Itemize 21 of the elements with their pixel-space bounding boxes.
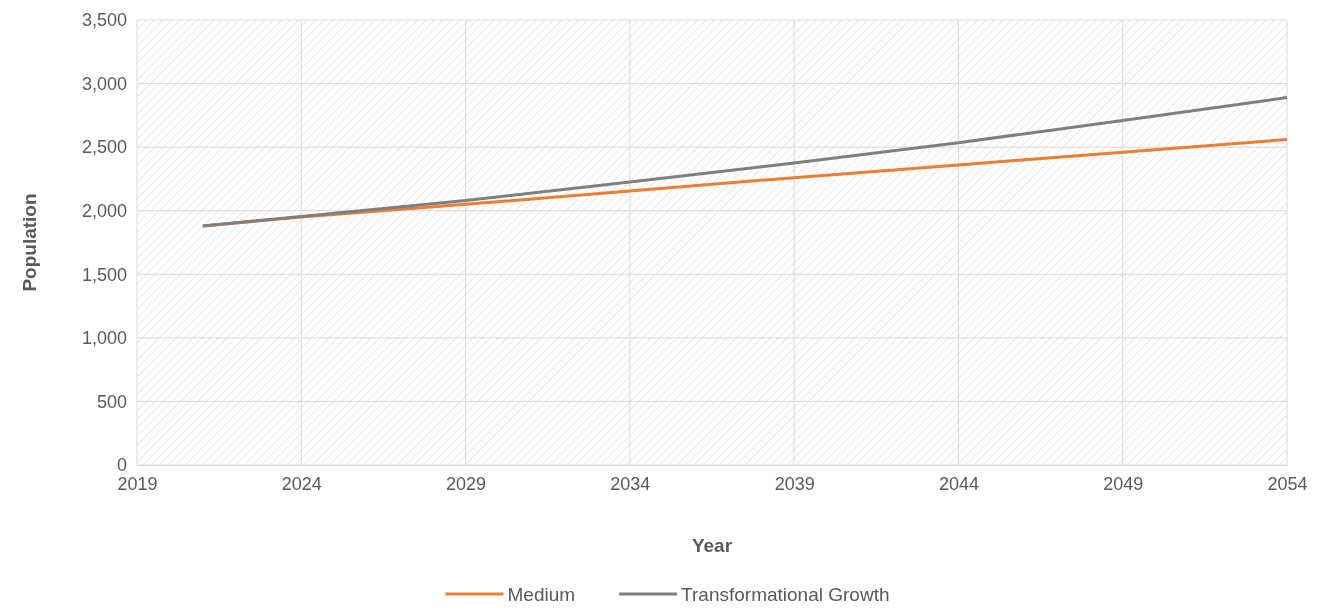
x-axis-title: Year (691, 535, 733, 556)
x-tick-label: 2034 (610, 473, 651, 494)
y-axis-title: Population (19, 193, 40, 292)
y-tick-label: 500 (96, 391, 127, 412)
x-tick-label: 2049 (1103, 473, 1144, 494)
x-tick-label: 2039 (774, 473, 815, 494)
legend-label: Transformational Growth (681, 584, 890, 605)
y-tick-label: 3,500 (81, 10, 127, 31)
x-tick-label: 2024 (281, 473, 322, 494)
y-tick-label: 2,500 (81, 137, 127, 158)
line-series (201, 96, 1289, 228)
y-tick-label: 1,500 (81, 264, 127, 285)
y-tick-label: 0 (116, 455, 127, 476)
y-tick-label: 3,000 (81, 73, 127, 94)
legend-label: Medium (507, 584, 576, 605)
y-tick-label: 1,000 (81, 328, 127, 349)
y-tick-label: 2,000 (81, 200, 127, 221)
x-tick-label: 2029 (446, 473, 487, 494)
x-tick-label: 2054 (1267, 473, 1308, 494)
x-tick-label: 2019 (117, 473, 158, 494)
x-tick-label: 2044 (938, 473, 979, 494)
